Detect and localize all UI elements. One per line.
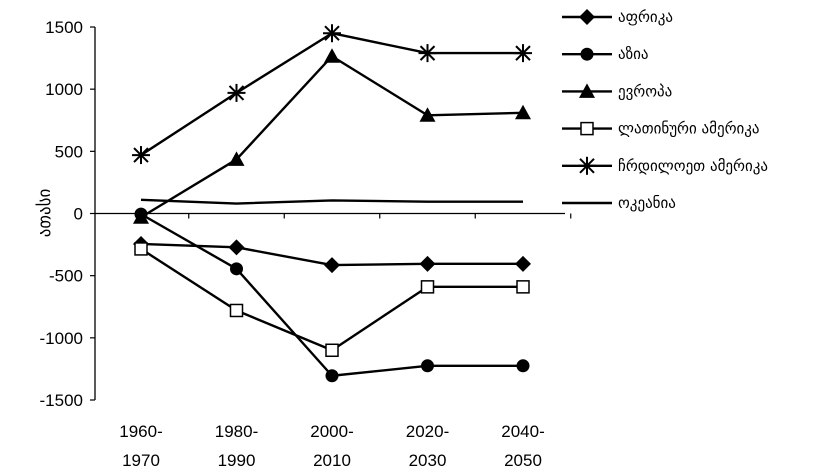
data-point: [516, 280, 530, 294]
series-5: [132, 24, 532, 165]
x-tick-label: 1960- 1970: [119, 422, 162, 470]
data-point: [229, 303, 244, 318]
data-point: [421, 359, 434, 373]
data-point: [419, 107, 436, 122]
legend-item: აფრიკა: [562, 8, 673, 26]
x-tick-label-line: 2030: [409, 451, 447, 470]
y-tick-label: 1500: [45, 18, 83, 37]
legend-marker: [580, 121, 594, 136]
x-tick-label-line: 2020-: [406, 422, 449, 441]
data-point: [324, 257, 340, 274]
x-tick-label-line: 1960-: [119, 422, 162, 441]
data-point: [228, 151, 245, 166]
series-line: [140, 55, 524, 219]
y-tick-label: -1000: [40, 329, 83, 348]
y-axis-label: ათასი: [35, 189, 55, 238]
legend-marker: [580, 47, 594, 61]
data-point: [134, 242, 148, 256]
legend-marker: [579, 83, 595, 98]
series-line: [140, 198, 523, 205]
data-point: [418, 44, 437, 63]
series-1: [133, 235, 531, 274]
legend-label: აფრიკა: [618, 8, 673, 26]
series-6: [140, 198, 523, 205]
axes: [90, 26, 572, 401]
y-tick-labels: 1500 1000 500 0 -500 -1000 -1500: [40, 18, 83, 410]
data-point: [132, 146, 150, 165]
data-point: [516, 359, 530, 373]
x-tick-label-line: 2000-: [310, 422, 353, 441]
y-tick-label: 0: [74, 205, 83, 224]
legend-item: ევროპა: [562, 82, 672, 100]
legend-label: ჩრდილოეთ ამერიკა: [618, 157, 768, 175]
legend-marker: [579, 9, 595, 25]
legend-label: ლათინური ამერიკა: [618, 120, 760, 138]
data-point: [325, 343, 339, 358]
y-tick-label: 1000: [45, 80, 83, 99]
x-tick-label: 2020- 2030: [406, 422, 449, 470]
x-tick-labels: 1960- 1970 1980- 1990 2000- 2010 2020- 2030 2040…: [119, 422, 544, 470]
x-tick-label-line: 2010: [313, 451, 351, 470]
x-tick-label-line: 1980-: [215, 422, 258, 441]
data-point: [227, 83, 246, 102]
data-point: [230, 262, 243, 276]
y-tick-label: 500: [55, 142, 83, 161]
legend-marker: [578, 156, 596, 175]
legend-item: აზია: [562, 45, 649, 63]
data-point: [228, 239, 245, 256]
data-point: [515, 104, 531, 120]
legend-item: ოკეანია: [562, 194, 676, 212]
data-point: [515, 255, 531, 272]
data-point: [514, 44, 532, 63]
legend-item: ჩრდილოეთ ამერიკა: [562, 156, 768, 175]
x-tick-label: 2040- 2050: [501, 422, 544, 470]
data-point: [133, 209, 149, 224]
x-tick-label-line: 1970: [122, 451, 160, 470]
legend-label: ოკეანია: [618, 194, 676, 212]
legend-label: აზია: [618, 45, 649, 63]
data-point: [420, 280, 435, 294]
y-tick-label: -500: [49, 267, 83, 286]
x-tick-label-line: 2050: [504, 451, 542, 470]
data-point: [323, 24, 341, 43]
series-4: [134, 242, 530, 358]
x-tick-label-line: 2040-: [501, 422, 544, 441]
legend-item: ლათინური ამერიკა: [562, 120, 760, 138]
y-tick-label: -1500: [40, 391, 83, 410]
x-tick-label: 2000- 2010: [310, 422, 353, 470]
x-tick-label-line: 1990: [218, 451, 256, 470]
legend-label: ევროპა: [618, 82, 672, 100]
series-3: [133, 48, 531, 224]
legend: აფრიკა აზია ევროპა ლათინური ამერიკა ჩრდილოეთ…: [562, 8, 768, 212]
data-point: [324, 48, 340, 63]
data-point: [419, 255, 436, 272]
data-point: [325, 369, 339, 383]
x-tick-label: 1980- 1990: [215, 422, 258, 470]
series-group: [132, 24, 532, 383]
